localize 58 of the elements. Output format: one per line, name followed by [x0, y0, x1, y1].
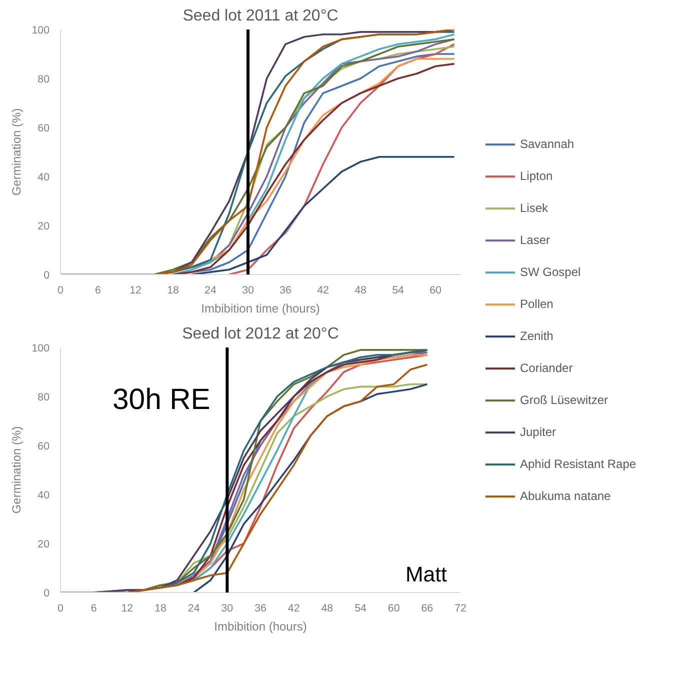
- annotation: Matt: [406, 562, 448, 586]
- legend-label: Savannah: [520, 137, 574, 151]
- x-tick-label: 54: [392, 284, 404, 296]
- y-tick-label: 40: [38, 172, 50, 184]
- y-tick-label: 0: [44, 588, 50, 600]
- y-tick-label: 20: [38, 220, 50, 232]
- line-series: [190, 156, 456, 274]
- chart-title: Seed lot 2012 at 20°C: [182, 326, 339, 342]
- y-tick-label: 60: [38, 440, 50, 452]
- legend-label: Lisek: [520, 201, 548, 215]
- chart-title: Seed lot 2011 at 20°C: [182, 8, 338, 24]
- x-tick-label: 30: [242, 284, 254, 296]
- x-tick-label: 60: [388, 602, 400, 614]
- x-tick-label: 66: [421, 602, 434, 614]
- y-axis-title: Germination (%): [10, 108, 24, 196]
- x-tick-label: 0: [58, 284, 64, 296]
- x-tick-label: 54: [354, 602, 366, 614]
- y-tick-label: 80: [38, 392, 50, 404]
- y-tick-label: 100: [32, 342, 50, 354]
- x-tick-label: 6: [90, 602, 97, 614]
- x-tick-label: 18: [167, 284, 179, 296]
- x-axis-title: Imbibition time (hours): [201, 302, 320, 316]
- x-tick-label: 12: [130, 284, 142, 296]
- x-tick-label: 24: [188, 602, 200, 614]
- x-tick-label: 30: [221, 602, 234, 614]
- legend-label: Aphid Resistant Rape: [520, 457, 636, 471]
- legend-label: Coriander: [520, 361, 573, 375]
- x-tick-label: 24: [204, 284, 216, 296]
- x-tick-label: 42: [288, 602, 300, 614]
- y-tick-label: 20: [38, 538, 50, 550]
- x-tick-label: 6: [95, 284, 102, 296]
- legend-label: Groß Lüsewitzer: [520, 393, 608, 407]
- line-series: [228, 43, 456, 274]
- x-tick-label: 72: [454, 602, 466, 614]
- legend-label: Jupiter: [520, 425, 556, 439]
- x-tick-label: 48: [321, 602, 334, 614]
- y-tick-label: 100: [32, 24, 50, 36]
- x-axis-title: Imbibition (hours): [214, 620, 307, 634]
- x-tick-label: 42: [317, 284, 329, 296]
- annotation: 30h RE: [112, 383, 210, 416]
- legend-label: Pollen: [520, 297, 554, 311]
- x-tick-label: 0: [58, 602, 64, 614]
- y-tick-label: 60: [38, 122, 50, 134]
- x-tick-label: 36: [280, 284, 292, 296]
- x-tick-label: 48: [354, 284, 366, 296]
- legend-label: Lipton: [520, 169, 553, 183]
- y-tick-label: 0: [44, 270, 50, 282]
- y-axis-title: Germination (%): [10, 426, 24, 514]
- legend-label: SW Gospel: [520, 265, 581, 279]
- y-tick-label: 80: [38, 74, 50, 86]
- legend-label: Zenith: [520, 329, 554, 343]
- x-tick-label: 12: [121, 602, 134, 614]
- legend-label: Laser: [520, 233, 550, 247]
- x-tick-label: 18: [154, 602, 166, 614]
- legend-label: Abukuma natane: [520, 489, 611, 503]
- x-tick-label: 60: [430, 284, 442, 296]
- x-tick-label: 36: [254, 602, 266, 614]
- y-tick-label: 40: [38, 490, 50, 502]
